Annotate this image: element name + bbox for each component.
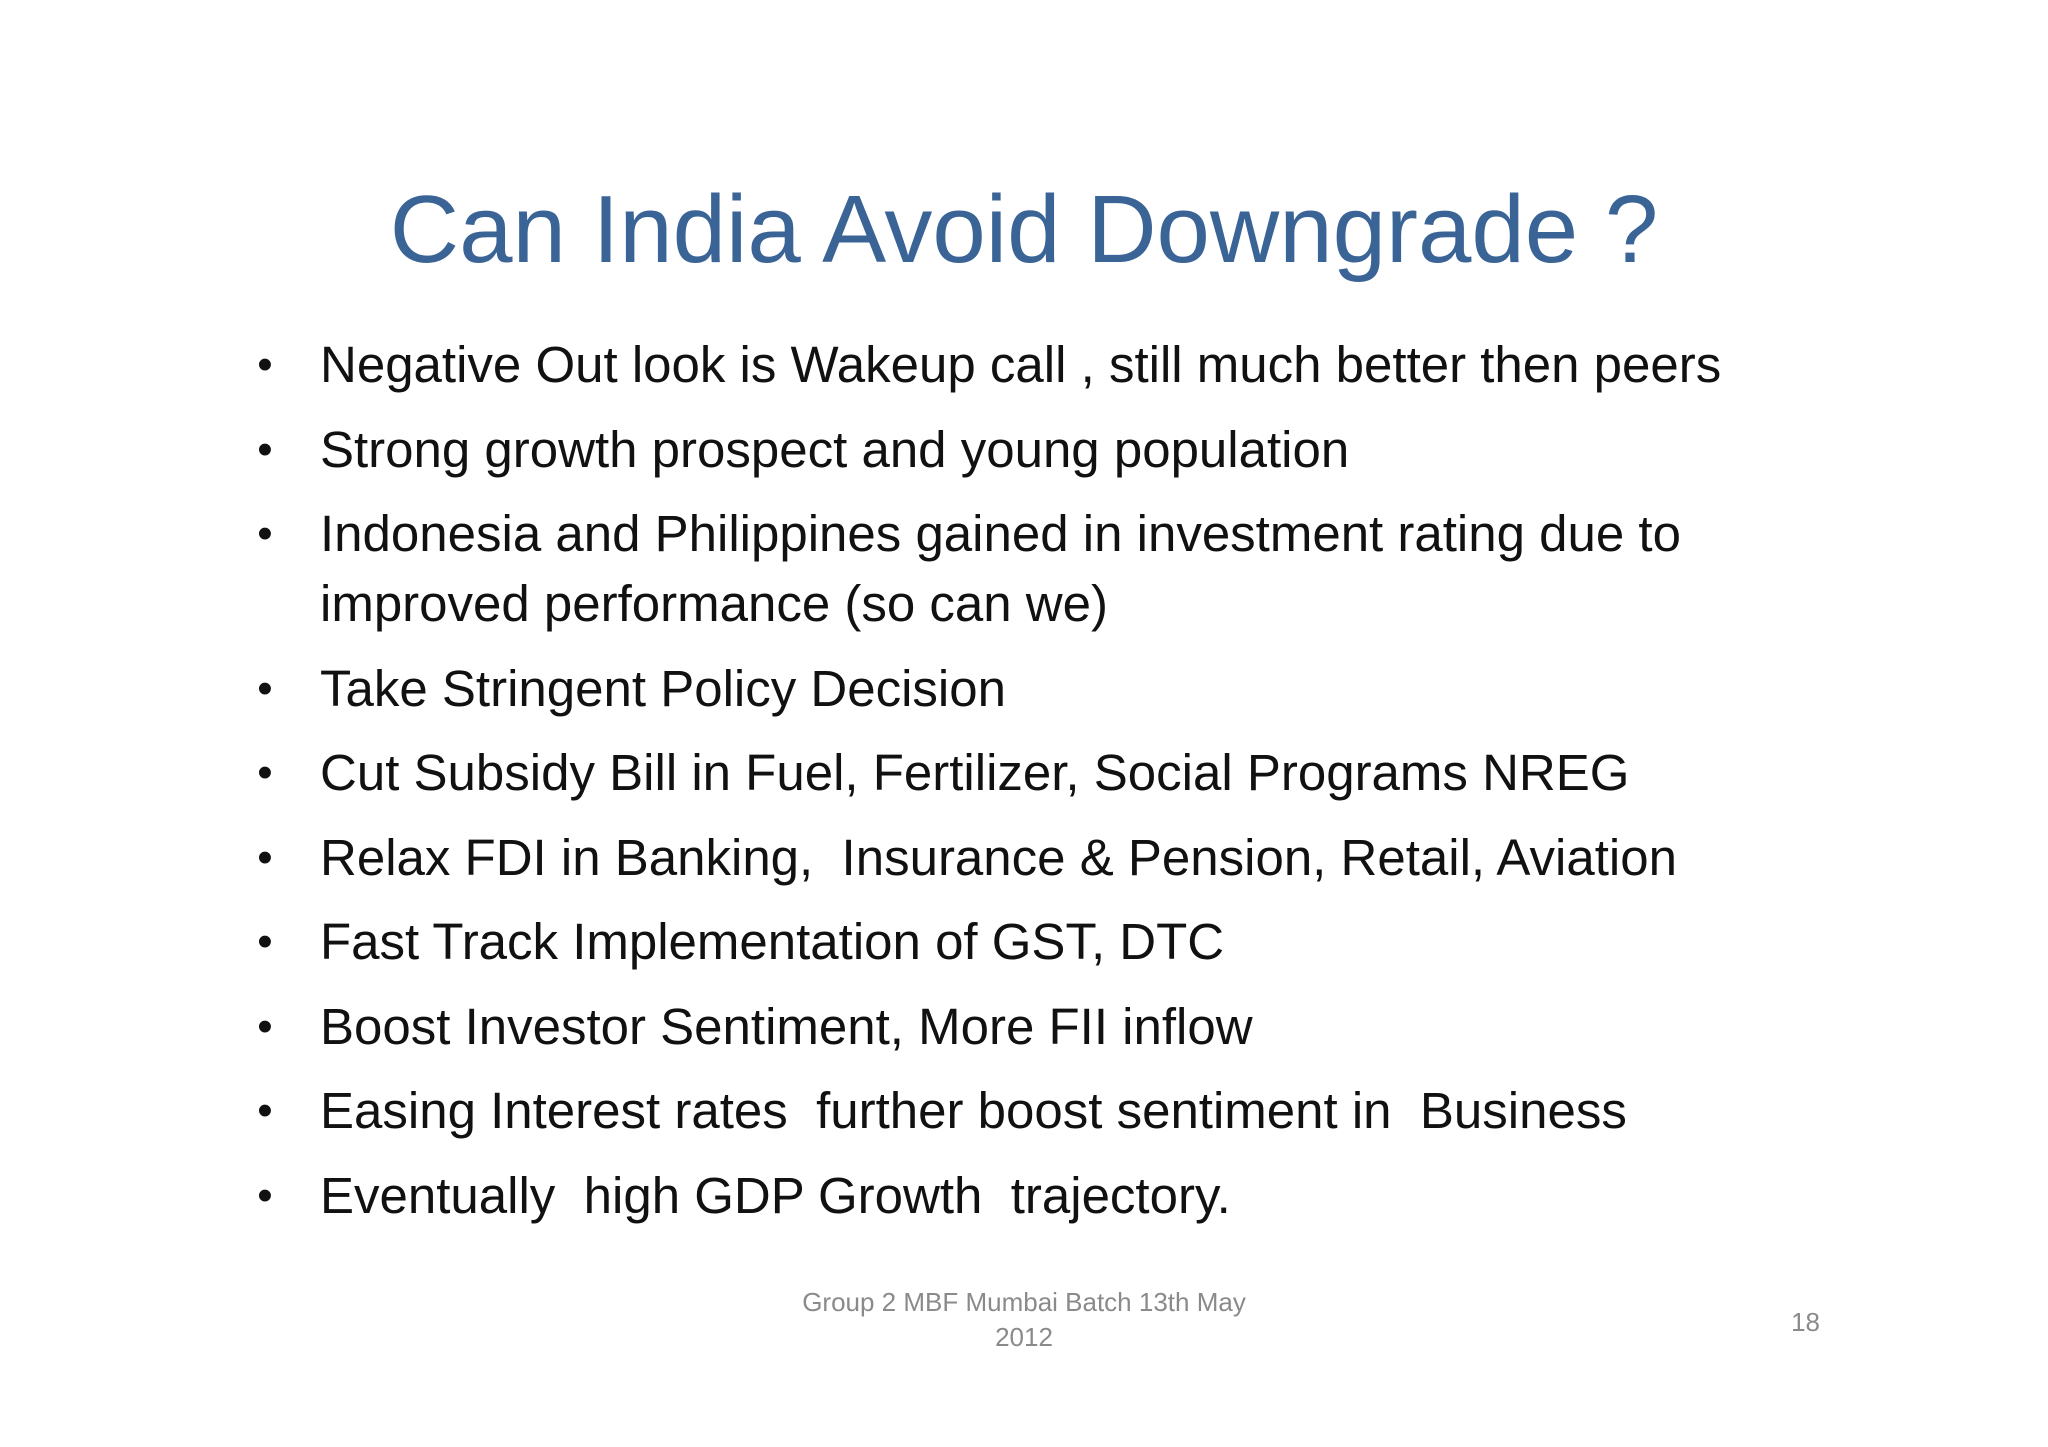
- bullet-item: • Fast Track Implementation of GST, DTC: [250, 907, 1810, 977]
- bullet-text: Relax FDI in Banking, Insurance & Pensio…: [320, 828, 1677, 886]
- bullet-icon: •: [257, 1086, 273, 1135]
- bullet-item: • Cut Subsidy Bill in Fuel, Fertilizer, S…: [250, 738, 1810, 808]
- bullet-icon: •: [257, 1001, 273, 1051]
- bullet-text: Easing Interest rates further boost sent…: [320, 1082, 1627, 1139]
- bullet-icon: •: [257, 663, 273, 713]
- bullet-item: • Relax FDI in Banking, Insurance & Pensi…: [250, 823, 1810, 893]
- bullet-text: Fast Track Implementation of GST, DTC: [320, 913, 1225, 970]
- bullet-text: Take Stringent Policy Decision: [320, 659, 1006, 717]
- bullet-item: • Boost Investor Sentiment, More FII infl…: [250, 992, 1810, 1062]
- bullet-list: • Negative Out look is Wakeup call , stil…: [250, 330, 1810, 1245]
- bullet-item: • Eventually high GDP Growth trajectory.: [250, 1161, 1810, 1231]
- bullet-icon: •: [257, 509, 273, 558]
- bullet-icon: •: [257, 748, 273, 797]
- bullet-icon: •: [257, 832, 273, 882]
- bullet-text: Indonesia and Philippines gained in inve…: [320, 505, 1696, 632]
- bullet-item: • Strong growth prospect and young popula…: [250, 415, 1810, 485]
- page-number: 18: [1791, 1307, 1820, 1337]
- bullet-text: Boost Investor Sentiment, More FII inflo…: [320, 997, 1253, 1055]
- footer-text: Group 2 MBF Mumbai Batch 13th May 2012: [802, 1287, 1246, 1352]
- bullet-text: Negative Out look is Wakeup call , still…: [320, 336, 1722, 393]
- bullet-icon: •: [257, 1170, 273, 1220]
- bullet-item: • Negative Out look is Wakeup call , stil…: [250, 330, 1810, 400]
- bullet-item: • Take Stringent Policy Decision: [250, 654, 1810, 724]
- bullet-item: • Indonesia and Philippines gained in inv…: [250, 499, 1810, 639]
- slide-title: Can India Avoid Downgrade ?: [389, 176, 1659, 283]
- bullet-icon: •: [257, 917, 273, 966]
- bullet-item: • Easing Interest rates further boost sen…: [250, 1076, 1810, 1146]
- bullet-text: Cut Subsidy Bill in Fuel, Fertilizer, So…: [320, 744, 1630, 801]
- bullet-icon: •: [257, 340, 273, 389]
- bullet-icon: •: [257, 424, 273, 474]
- bullet-text: Eventually high GDP Growth trajectory.: [320, 1166, 1231, 1224]
- bullet-text: Strong growth prospect and young populat…: [320, 420, 1350, 478]
